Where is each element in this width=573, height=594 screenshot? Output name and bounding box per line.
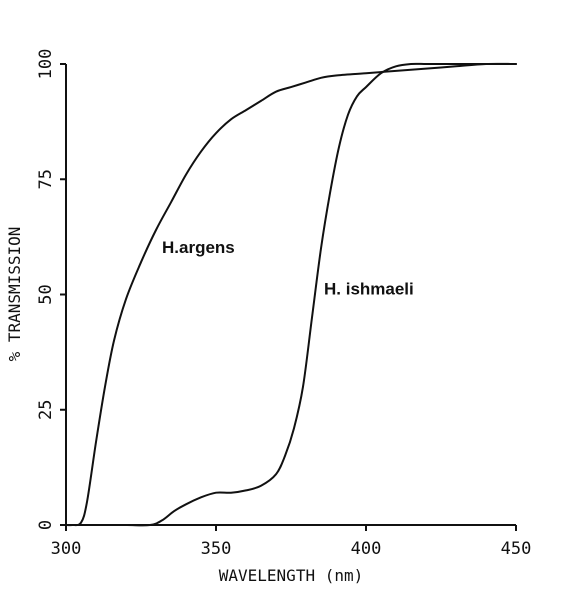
y-tick-label-4: 100	[36, 49, 56, 80]
x-tick-label-2: 400	[351, 539, 382, 559]
series-group	[65, 62, 517, 527]
y-tick-label-0: 0	[36, 520, 56, 530]
x-ticks: 300 350 400 450	[51, 525, 532, 559]
y-tick-label-3: 75	[36, 169, 56, 189]
x-axis-title: WAVELENGTH (nm)	[219, 566, 364, 585]
y-axis-title: % TRANSMISSION	[5, 227, 24, 362]
annotations: H.argens H. ishmaeli	[162, 238, 414, 298]
series-line-h-ishmaeli	[65, 62, 517, 527]
y-tick-label-2: 50	[36, 284, 56, 304]
series-label-1: H. ishmaeli	[324, 280, 414, 299]
series-label-0: H.argens	[162, 238, 235, 257]
y-ticks: 0 25 50 75 100	[36, 49, 66, 530]
x-tick-label-1: 350	[201, 539, 232, 559]
series-line-h-argens	[65, 62, 517, 527]
y-tick-label-1: 25	[36, 400, 56, 420]
x-tick-label-0: 300	[51, 539, 82, 559]
x-tick-label-3: 450	[501, 539, 532, 559]
